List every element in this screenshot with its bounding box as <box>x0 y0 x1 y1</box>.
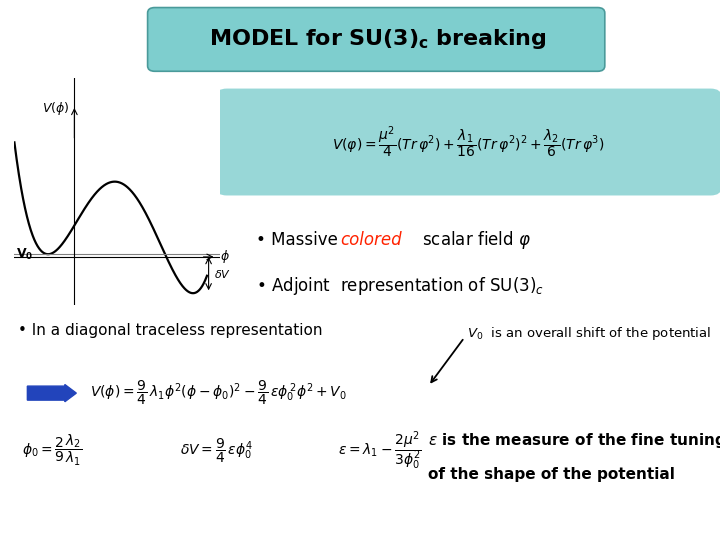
Text: $\delta V$: $\delta V$ <box>214 268 230 280</box>
Text: $\phi$: $\phi$ <box>220 248 230 265</box>
Text: • Massive: • Massive <box>256 231 343 249</box>
Text: $V(\varphi) = \dfrac{\mu^2}{4}(Tr\,\varphi^2) + \dfrac{\lambda_1}{16}(Tr\,\varph: $V(\varphi) = \dfrac{\mu^2}{4}(Tr\,\varp… <box>333 124 605 160</box>
Text: scalar field $\varphi$: scalar field $\varphi$ <box>417 230 531 251</box>
Text: $\varepsilon = \lambda_1 - \dfrac{2\mu^2}{3\phi_0^2}$: $\varepsilon = \lambda_1 - \dfrac{2\mu^2… <box>338 430 423 472</box>
Text: • In a diagonal traceless representation: • In a diagonal traceless representation <box>18 323 323 338</box>
Text: $V(\phi)$: $V(\phi)$ <box>42 100 69 117</box>
Text: of the shape of the potential: of the shape of the potential <box>428 467 675 482</box>
Text: $\phi_0 = \dfrac{2}{9}\dfrac{\lambda_2}{\lambda_1}$: $\phi_0 = \dfrac{2}{9}\dfrac{\lambda_2}{… <box>22 433 81 469</box>
Text: $\bf{MODEL\ for\ SU(3)_c\ breaking}$: $\bf{MODEL\ for\ SU(3)_c\ breaking}$ <box>209 27 547 51</box>
Text: $\mathbf{V_0}$: $\mathbf{V_0}$ <box>17 247 34 262</box>
FancyArrow shape <box>27 384 76 402</box>
Text: $\delta V = \dfrac{9}{4}\,\varepsilon\phi_0^4$: $\delta V = \dfrac{9}{4}\,\varepsilon\ph… <box>180 437 253 465</box>
FancyBboxPatch shape <box>148 8 605 71</box>
FancyBboxPatch shape <box>216 89 720 195</box>
Text: $V(\phi) = \dfrac{9}{4}\,\lambda_1\phi^2(\phi - \phi_0)^2 - \dfrac{9}{4}\,\varep: $V(\phi) = \dfrac{9}{4}\,\lambda_1\phi^2… <box>90 379 347 407</box>
Text: colored: colored <box>341 231 402 249</box>
Text: • Adjoint  representation of SU(3)$_c$: • Adjoint representation of SU(3)$_c$ <box>256 275 544 297</box>
Text: $\varepsilon$ is the measure of the fine tuning: $\varepsilon$ is the measure of the fine… <box>428 430 720 450</box>
Text: $V_0$  is an overall shift of the potential: $V_0$ is an overall shift of the potenti… <box>467 325 711 342</box>
